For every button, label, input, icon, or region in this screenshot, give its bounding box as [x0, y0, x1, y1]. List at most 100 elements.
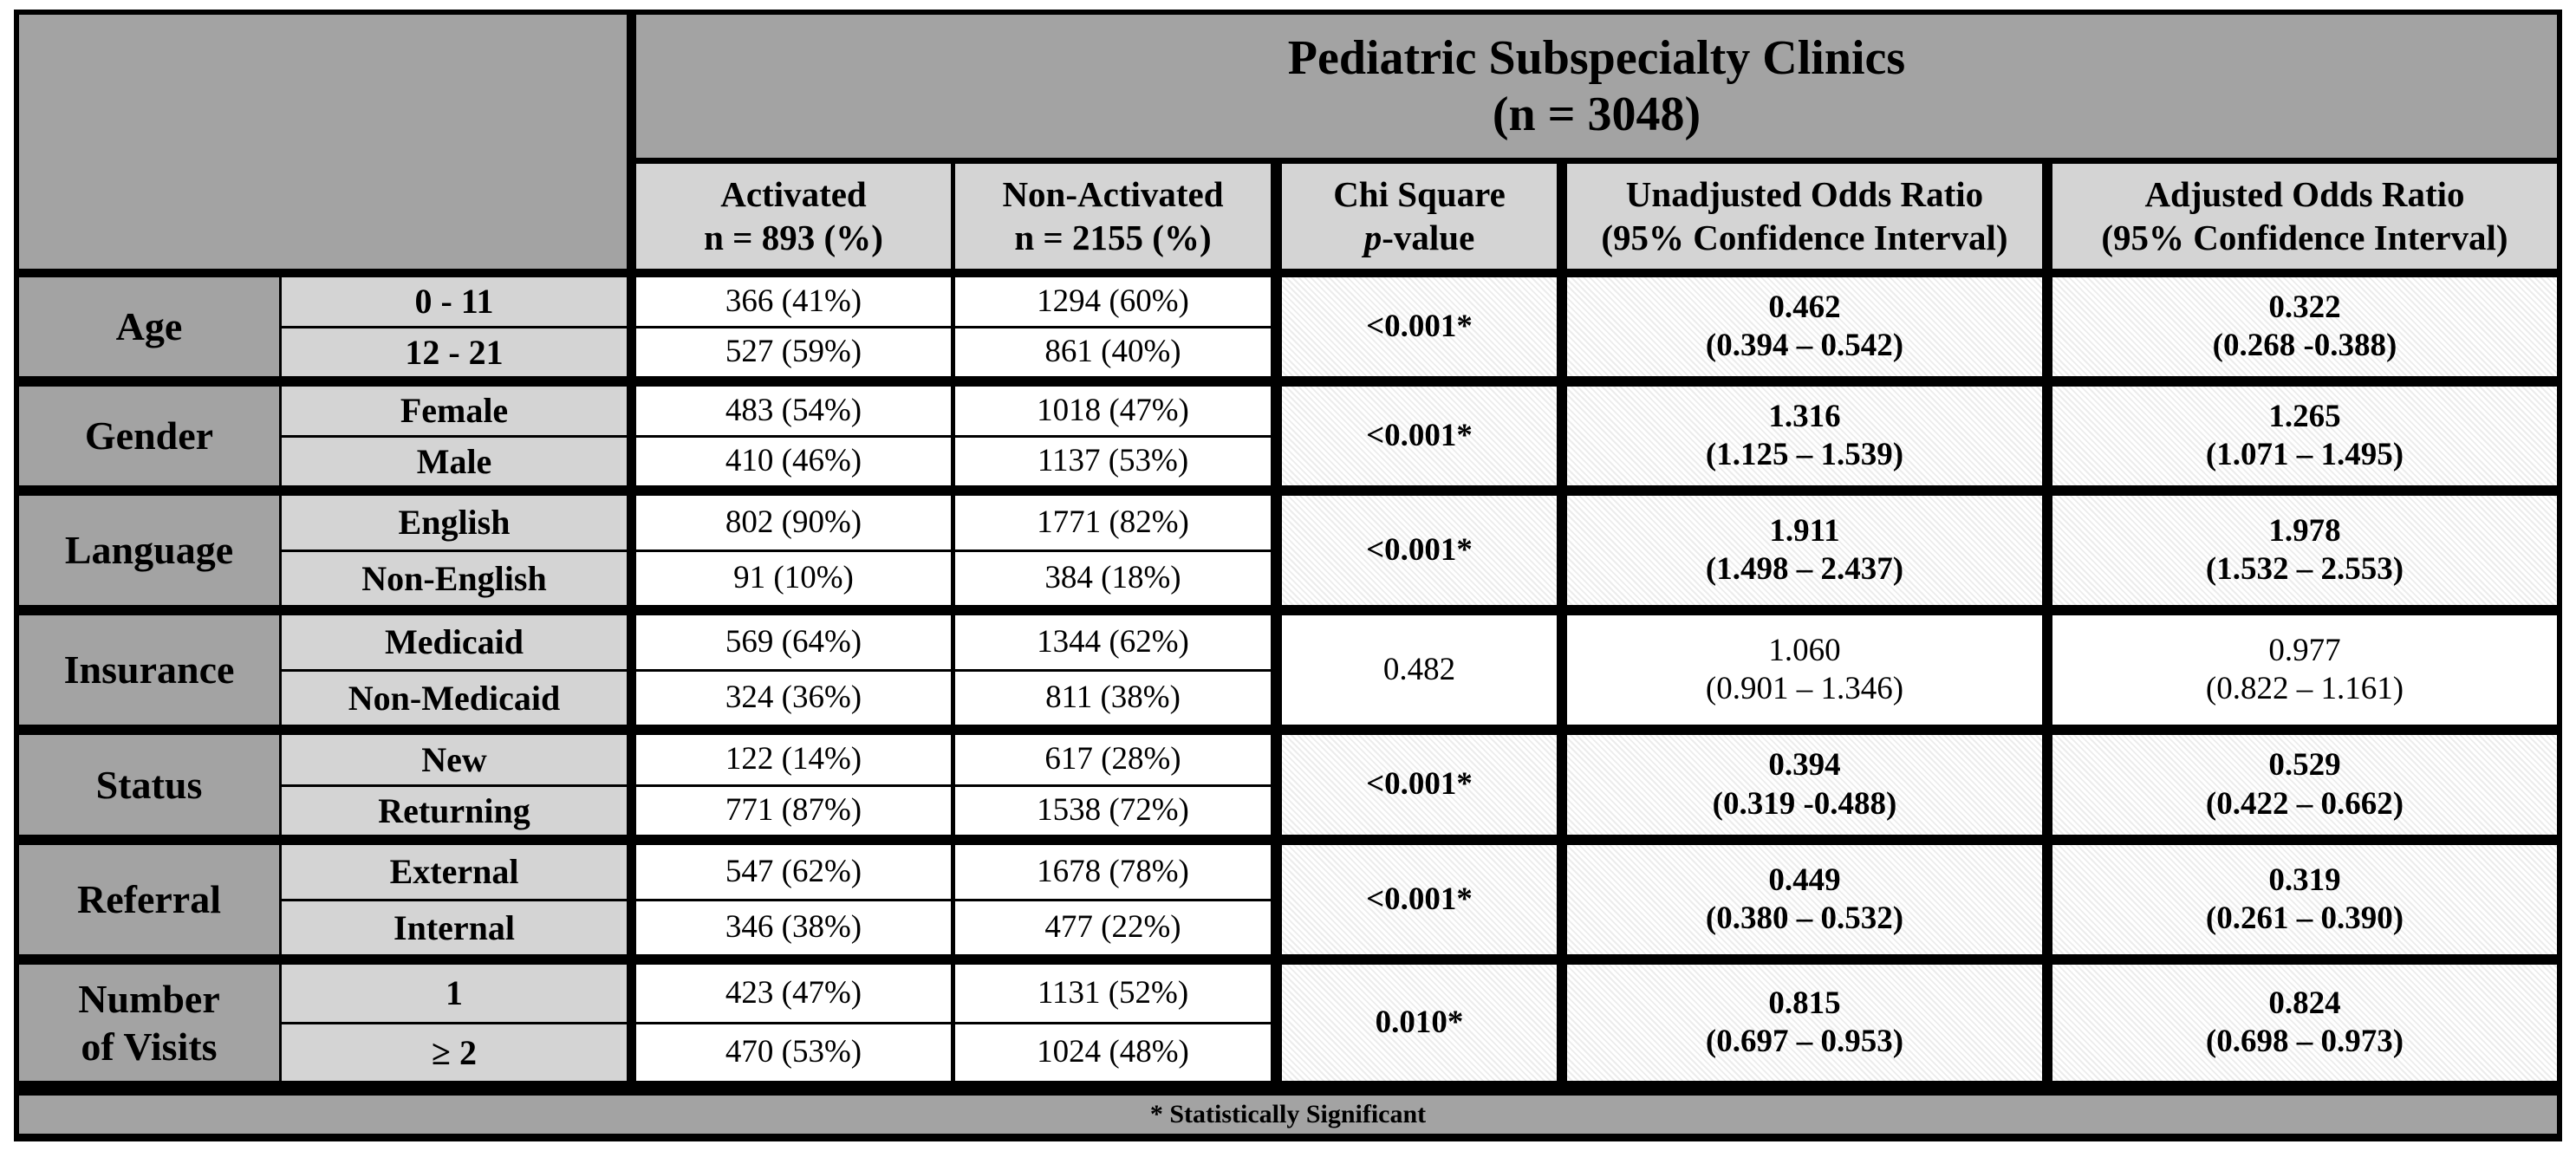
- non-activated-value-text: 1018 (47%): [1037, 392, 1189, 428]
- chi-square-p-value: <0.001*: [1282, 387, 1557, 485]
- activated-value-text: 547 (62%): [725, 853, 862, 889]
- activated-value-text: 122 (14%): [725, 741, 862, 777]
- adjusted-or-value: 1.978: [2268, 512, 2341, 549]
- subgroup-label: Returning: [282, 787, 627, 835]
- header-chi-square: Chi Square p-value: [1282, 164, 1557, 269]
- non-activated-value-text: 861 (40%): [1044, 334, 1181, 370]
- header-unadjusted-line2: (95% Confidence Interval): [1601, 217, 2008, 257]
- group-label-line: Age: [115, 304, 183, 349]
- table-title-line2: (n = 3048): [1492, 87, 1701, 141]
- non-activated-value-text: 1678 (78%): [1037, 853, 1189, 889]
- subgroup-label-text: Internal: [394, 907, 515, 947]
- adjusted-or-value: 0.322: [2268, 289, 2341, 325]
- adjusted-or-value: 1.265: [2268, 398, 2341, 434]
- non-activated-value: 1678 (78%): [955, 845, 1271, 899]
- subgroup-label: Female: [282, 387, 627, 435]
- unadjusted-odds-ratio: 1.060 (0.901 – 1.346): [1567, 615, 2042, 725]
- subgroup-label-text: English: [398, 503, 511, 542]
- group-label: Gender: [19, 387, 279, 485]
- activated-value: 366 (41%): [636, 277, 951, 326]
- non-activated-value: 1137 (53%): [955, 438, 1271, 485]
- group-label-line: Status: [95, 762, 203, 807]
- non-activated-value: 1131 (52%): [955, 965, 1271, 1022]
- non-activated-value-text: 1344 (62%): [1037, 623, 1189, 660]
- activated-value-text: 91 (10%): [733, 560, 854, 596]
- activated-value-text: 324 (36%): [725, 680, 862, 716]
- subgroup-label: 0 - 11: [282, 277, 627, 326]
- adjusted-odds-ratio: 0.322 (0.268 -0.388): [2052, 277, 2557, 376]
- group-label: Referral: [19, 845, 279, 954]
- adjusted-or-ci: (0.698 – 0.973): [2205, 1024, 2404, 1059]
- header-non-activated: Non-Activated n = 2155 (%): [955, 164, 1271, 269]
- subgroup-label: Non-Medicaid: [282, 672, 627, 725]
- adjusted-or-value: 0.977: [2268, 632, 2341, 668]
- group-label-line: Insurance: [63, 647, 235, 693]
- chi-square-p-value: <0.001*: [1282, 735, 1557, 835]
- group-label-line: Referral: [77, 877, 221, 922]
- non-activated-value-text: 617 (28%): [1044, 741, 1181, 777]
- group-label-line: Language: [64, 528, 234, 573]
- table-title: Pediatric Subspecialty Clinics (n = 3048…: [636, 15, 2557, 158]
- activated-value-text: 366 (41%): [725, 283, 862, 319]
- unadjusted-or-ci: (0.697 – 0.953): [1705, 1024, 1904, 1059]
- subgroup-label-text: 1: [446, 973, 463, 1012]
- header-activated-line1: Activated: [720, 174, 867, 215]
- group-label: Age: [19, 277, 279, 376]
- non-activated-value: 1771 (82%): [955, 496, 1271, 549]
- unadjusted-or-value: 1.911: [1769, 512, 1840, 549]
- subgroup-label-text: External: [389, 852, 519, 891]
- adjusted-odds-ratio: 0.529 (0.422 – 0.662): [2052, 735, 2557, 835]
- chi-square-p-value-text: <0.001*: [1366, 308, 1473, 344]
- chi-square-p-value-text: 0.482: [1382, 651, 1456, 687]
- non-activated-value: 617 (28%): [955, 735, 1271, 784]
- header-adjusted-line2: (95% Confidence Interval): [2101, 217, 2508, 257]
- non-activated-value-text: 1538 (72%): [1037, 792, 1189, 829]
- subgroup-label-text: New: [421, 739, 487, 779]
- adjusted-odds-ratio: 1.978 (1.532 – 2.553): [2052, 496, 2557, 605]
- table-title-line1: Pediatric Subspecialty Clinics: [1287, 31, 1906, 86]
- empty-corner-cell: [19, 15, 627, 269]
- unadjusted-odds-ratio: 1.911 (1.498 – 2.437): [1567, 496, 2042, 605]
- non-activated-value-text: 1131 (52%): [1037, 974, 1189, 1011]
- non-activated-value: 477 (22%): [955, 901, 1271, 954]
- non-activated-value: 1344 (62%): [955, 615, 1271, 669]
- header-unadjusted-line1: Unadjusted Odds Ratio: [1625, 174, 1984, 215]
- adjusted-or-ci: (1.532 – 2.553): [2205, 551, 2404, 587]
- header-chi-line1: Chi Square: [1333, 174, 1506, 215]
- results-table: Pediatric Subspecialty Clinics (n = 3048…: [14, 10, 2562, 1141]
- chi-square-p-value-text: <0.001*: [1366, 531, 1473, 568]
- activated-value: 470 (53%): [636, 1024, 951, 1081]
- activated-value-text: 470 (53%): [725, 1034, 862, 1070]
- subgroup-label-text: Returning: [378, 790, 530, 830]
- group-label: Language: [19, 496, 279, 605]
- chi-square-p-value-text: <0.001*: [1366, 766, 1473, 803]
- unadjusted-or-ci: (1.498 – 2.437): [1705, 551, 1904, 587]
- activated-value: 527 (59%): [636, 328, 951, 376]
- adjusted-or-ci: (0.261 – 0.390): [2205, 901, 2404, 936]
- chi-square-p-value: 0.482: [1282, 615, 1557, 725]
- unadjusted-or-ci: (0.901 – 1.346): [1705, 671, 1904, 706]
- header-chi-p: p: [1363, 217, 1382, 257]
- subgroup-label: Internal: [282, 901, 627, 954]
- header-chi-value: -value: [1382, 217, 1475, 257]
- unadjusted-odds-ratio: 0.449 (0.380 – 0.532): [1567, 845, 2042, 954]
- adjusted-or-value: 0.824: [2268, 985, 2341, 1021]
- adjusted-or-value: 0.319: [2268, 862, 2341, 898]
- non-activated-value-text: 1137 (53%): [1037, 443, 1189, 479]
- unadjusted-odds-ratio: 0.815 (0.697 – 0.953): [1567, 965, 2042, 1081]
- header-activated-line2: n = 893 (%): [704, 217, 883, 257]
- unadjusted-or-value: 0.394: [1768, 747, 1841, 784]
- group-label-line: Gender: [84, 413, 214, 458]
- chi-square-p-value: <0.001*: [1282, 496, 1557, 605]
- unadjusted-odds-ratio: 0.394 (0.319 -0.488): [1567, 735, 2042, 835]
- adjusted-or-value: 0.529: [2268, 747, 2341, 784]
- chi-square-p-value-text: 0.010*: [1375, 1004, 1464, 1040]
- header-activated: Activated n = 893 (%): [636, 164, 951, 269]
- adjusted-or-ci: (1.071 – 1.495): [2205, 437, 2404, 472]
- unadjusted-odds-ratio: 0.462 (0.394 – 0.542): [1567, 277, 2042, 376]
- adjusted-odds-ratio: 0.977 (0.822 – 1.161): [2052, 615, 2557, 725]
- activated-value: 569 (64%): [636, 615, 951, 669]
- chi-square-p-value-text: <0.001*: [1366, 417, 1473, 453]
- subgroup-label-text: Female: [400, 391, 509, 430]
- chi-square-p-value: <0.001*: [1282, 277, 1557, 376]
